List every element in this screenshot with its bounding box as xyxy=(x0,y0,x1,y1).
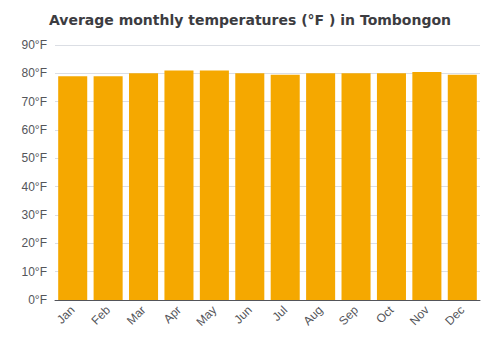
svg-text:90°F: 90°F xyxy=(22,38,47,52)
svg-text:May: May xyxy=(193,303,219,329)
svg-text:Aug: Aug xyxy=(301,303,326,328)
svg-text:Average monthly temperatures (: Average monthly temperatures (°F ) in To… xyxy=(49,12,451,28)
svg-text:Mar: Mar xyxy=(124,303,149,327)
svg-text:Sep: Sep xyxy=(336,303,361,328)
svg-text:10°F: 10°F xyxy=(22,265,47,279)
svg-text:60°F: 60°F xyxy=(22,123,47,137)
svg-text:80°F: 80°F xyxy=(22,66,47,80)
svg-text:Apr: Apr xyxy=(161,303,184,326)
svg-text:0°F: 0°F xyxy=(28,293,47,307)
svg-text:Oct: Oct xyxy=(373,303,397,327)
svg-text:50°F: 50°F xyxy=(22,151,47,165)
svg-text:Jun: Jun xyxy=(231,303,255,327)
svg-text:40°F: 40°F xyxy=(22,180,47,194)
svg-text:Feb: Feb xyxy=(89,303,114,328)
svg-text:Jan: Jan xyxy=(54,303,78,327)
svg-text:30°F: 30°F xyxy=(22,208,47,222)
svg-text:70°F: 70°F xyxy=(22,95,47,109)
svg-text:20°F: 20°F xyxy=(22,236,47,250)
svg-text:Nov: Nov xyxy=(407,303,432,328)
svg-text:Jul: Jul xyxy=(269,303,290,324)
svg-text:Dec: Dec xyxy=(442,303,467,328)
